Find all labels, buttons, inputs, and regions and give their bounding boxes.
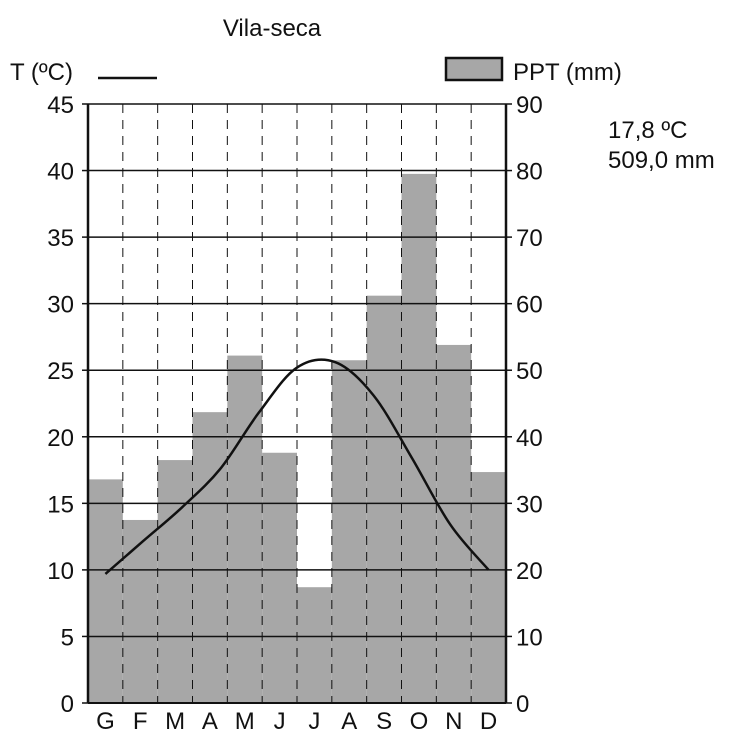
precipitation-bar-s-9 — [366, 295, 402, 703]
precipitation-bar-a-4 — [192, 412, 228, 703]
left-tick-label: 0 — [61, 691, 74, 718]
precipitation-bar-o-10 — [401, 173, 437, 704]
precipitation-legend-swatch — [444, 56, 504, 82]
temperature-line — [104, 358, 490, 575]
left-tick-label: 40 — [47, 159, 74, 186]
left-tick-label: 45 — [47, 92, 74, 119]
precipitation-bar-j-7 — [297, 587, 332, 703]
precipitation-legend-label: PPT (mm) — [513, 59, 622, 86]
left-tick-label: 15 — [47, 491, 74, 518]
left-axis-label: T (ºC) — [10, 59, 73, 86]
precipitation-bar-d-12 — [471, 472, 506, 703]
right-tick-label: 90 — [516, 92, 543, 119]
right-tick-label: 20 — [516, 558, 543, 585]
right-tick-label: 60 — [516, 292, 543, 319]
right-tick-label: 70 — [516, 225, 543, 252]
x-tick-label: J — [308, 708, 320, 733]
x-tick-label: M — [235, 708, 255, 733]
left-tick-label: 25 — [47, 358, 74, 385]
precipitation-bar-m-3 — [157, 460, 193, 703]
x-tick-label: G — [96, 708, 115, 733]
left-tick-label: 20 — [47, 425, 74, 452]
annual-mean-temperature: 17,8 ºC — [608, 117, 687, 144]
x-tick-label: J — [274, 708, 286, 733]
left-tick-label: 35 — [47, 225, 74, 252]
precipitation-bar-m-5 — [227, 355, 263, 703]
x-tick-label: M — [165, 708, 185, 733]
left-tick-label: 30 — [47, 292, 74, 319]
x-tick-label: S — [376, 708, 392, 733]
precipitation-bar-f-2 — [122, 519, 158, 703]
x-tick-label: F — [133, 708, 148, 733]
precipitation-bar-g-1 — [88, 479, 123, 703]
chart-title: Vila-seca — [223, 15, 322, 42]
annual-precipitation: 509,0 mm — [608, 147, 715, 174]
right-tick-label: 30 — [516, 491, 543, 518]
x-tick-label: O — [410, 708, 429, 733]
right-tick-label: 80 — [516, 159, 543, 186]
x-tick-label: A — [202, 708, 218, 733]
precipitation-bar-a-8 — [331, 360, 367, 703]
x-tick-label: A — [341, 708, 357, 733]
right-tick-label: 0 — [516, 691, 529, 718]
right-tick-label: 10 — [516, 624, 543, 651]
precipitation-bar-j-6 — [262, 452, 297, 703]
precipitation-bar-n-11 — [436, 344, 472, 703]
right-tick-label: 40 — [516, 425, 543, 452]
left-tick-label: 10 — [47, 558, 74, 585]
x-tick-label: D — [480, 708, 497, 733]
right-tick-label: 50 — [516, 358, 543, 385]
left-tick-label: 5 — [61, 624, 74, 651]
x-tick-label: N — [445, 708, 462, 733]
